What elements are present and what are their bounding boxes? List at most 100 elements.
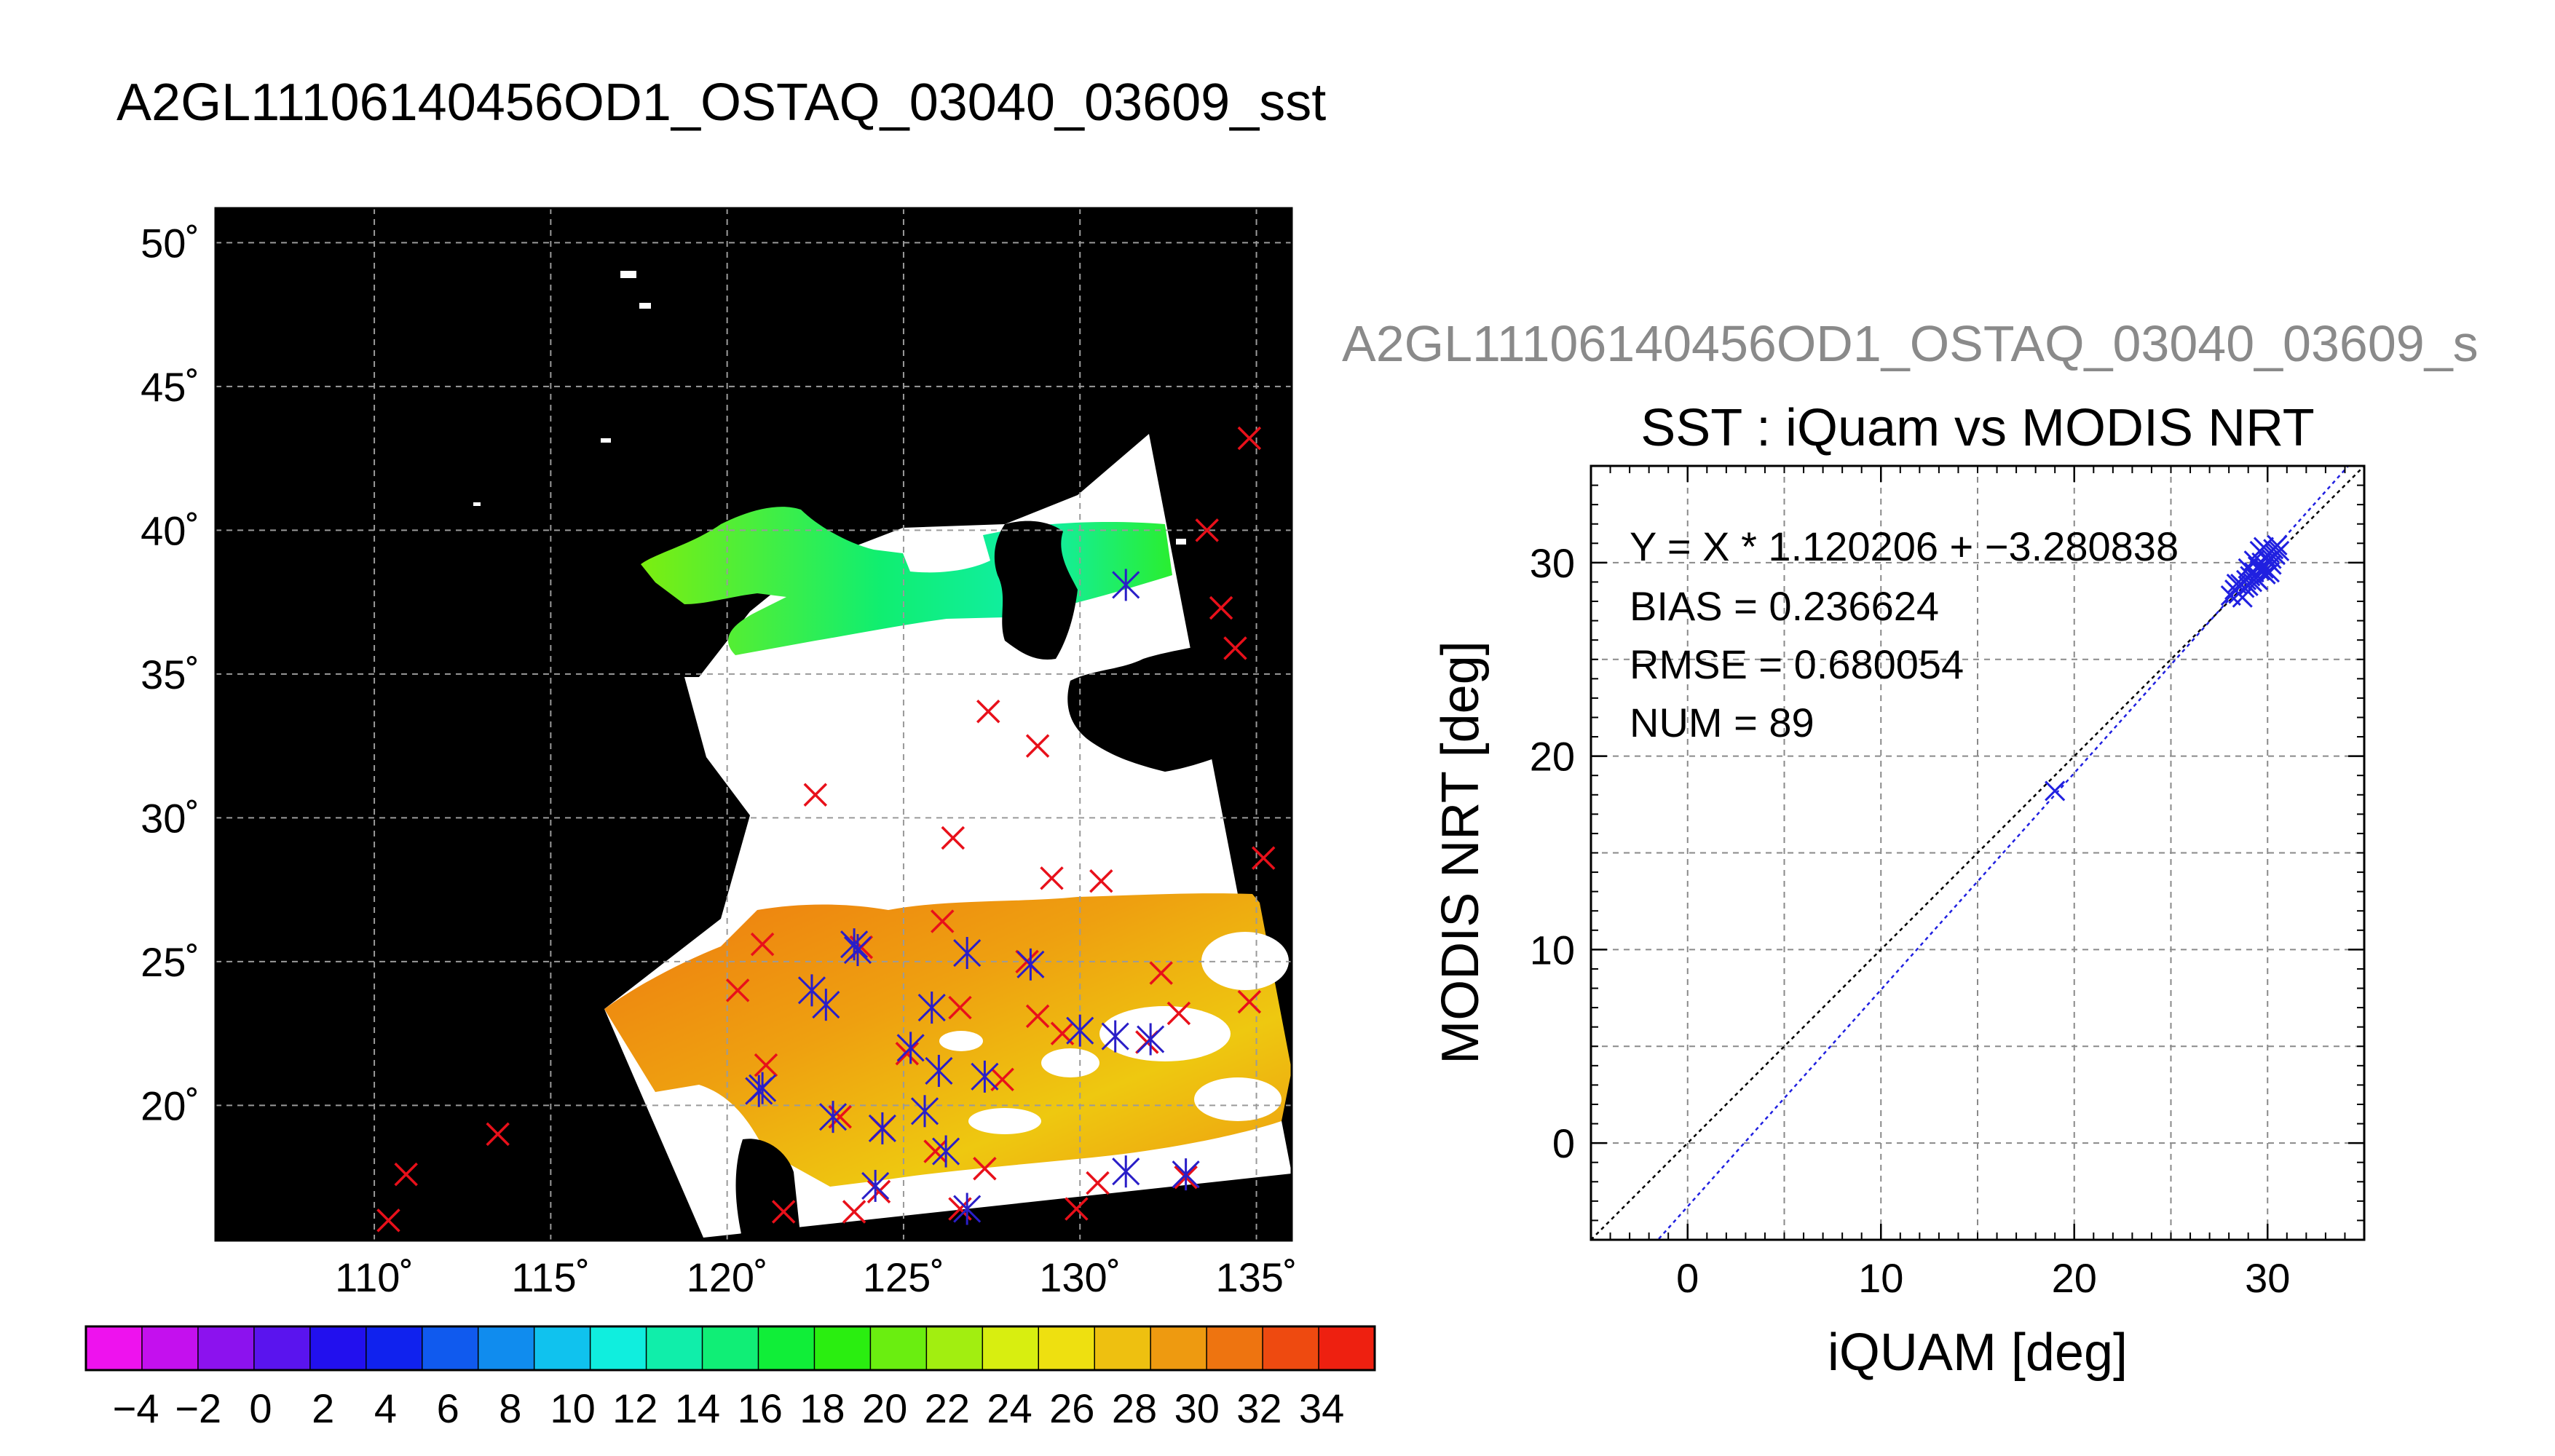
- matched-marker: [917, 992, 946, 1024]
- cloud-patches: [939, 932, 1289, 1134]
- matched-marker: [749, 1072, 777, 1104]
- iquam-marker: [923, 1139, 947, 1163]
- iquam-marker: [803, 783, 828, 807]
- colorbar-swatch: [758, 1326, 816, 1370]
- colorbar-tick-label: −4: [113, 1385, 159, 1431]
- colorbar-swatch: [478, 1326, 535, 1370]
- colorbar-tick-label: 10: [550, 1385, 595, 1431]
- x-tick-label: 20: [2052, 1255, 2097, 1301]
- y-tick-label: 30: [1530, 540, 1575, 586]
- colorbar-swatch: [534, 1326, 591, 1370]
- stats-annotations: Y = X * 1.120206 + −3.280838 BIAS = 0.23…: [1630, 523, 2179, 745]
- map-axis-ticks: 110˚ 115˚ 120˚ 125˚ 130˚ 135˚ 20˚ 25˚ 30˚ 35˚ 40˚ 4…: [141, 220, 1298, 1300]
- colorbar-tick-label: −2: [175, 1385, 221, 1431]
- matched-marker: [1112, 1155, 1140, 1188]
- small-islands: [473, 271, 1186, 545]
- scatter-point: [2226, 574, 2247, 595]
- iquam-marker: [750, 932, 775, 957]
- iquam-marker: [941, 826, 965, 850]
- plot-frame: [1590, 464, 2366, 1241]
- scatter-panel: A2GL11106140456OD1_OSTAQ_03040_03609_s S…: [1342, 315, 2479, 1382]
- y-tick-label: 20: [1530, 734, 1575, 780]
- colorbar-tick-labels: −4 −2 0 2 4 6 8 10 12 14 16 18 20 22 24 26 28 30 32 34: [113, 1385, 1345, 1431]
- scatter-chart-title: SST : iQuam vs MODIS NRT: [1640, 399, 2315, 457]
- iquam-marker: [1025, 1004, 1050, 1029]
- colorbar-tick-label: 18: [799, 1385, 845, 1431]
- matched-marker: [1016, 948, 1045, 981]
- colorbar-tick-label: 28: [1112, 1385, 1157, 1431]
- map-lat-tick-label: 25˚: [141, 939, 200, 985]
- scatter-point: [2045, 780, 2066, 802]
- x-axis-label: iQUAM [deg]: [1828, 1324, 2128, 1382]
- matched-marker: [971, 1060, 999, 1093]
- map-lat-tick-label: 45˚: [141, 364, 200, 410]
- land-korea: [994, 521, 1078, 660]
- matched-marker: [953, 1192, 982, 1225]
- iquam-marker: [725, 978, 750, 1002]
- map-lat-tick-label: 20˚: [141, 1083, 200, 1128]
- iquam-marker: [1237, 989, 1262, 1014]
- map-lon-tick-label: 125˚: [863, 1254, 944, 1300]
- map-lat-tick-label: 35˚: [141, 652, 200, 697]
- colorbar-swatch: [982, 1326, 1040, 1370]
- iquam-marker: [1040, 866, 1064, 890]
- colorbar-tick-label: 20: [862, 1385, 907, 1431]
- iquam-marker: [394, 1162, 418, 1187]
- iquam-marker: [376, 1208, 400, 1233]
- land-luzon: [735, 1139, 801, 1241]
- colorbar-swatch: [870, 1326, 928, 1370]
- iquam-marker: [1166, 1001, 1191, 1026]
- sst-map-panel: 110˚ 115˚ 120˚ 125˚ 130˚ 135˚ 20˚ 25˚ 30˚ 35˚ 40˚ 4…: [141, 207, 1298, 1300]
- matched-marker: [868, 1112, 896, 1144]
- map-lon-tick-label: 120˚: [687, 1254, 768, 1300]
- iquam-marker: [1149, 961, 1173, 985]
- matched-marker: [843, 934, 872, 967]
- colorbar: −4 −2 0 2 4 6 8 10 12 14 16 18 20 22 24 26 28 30 32 34: [84, 1325, 1376, 1431]
- iquam-marker: [1223, 636, 1247, 660]
- map-lon-tick-label: 115˚: [511, 1254, 590, 1300]
- colorbar-tick-label: 34: [1299, 1385, 1344, 1431]
- y-axis-label: MODIS NRT [deg]: [1431, 641, 1490, 1064]
- page-title: A2GL11106140456OD1_OSTAQ_03040_03609_sst: [117, 74, 1327, 132]
- x-tick-label: 30: [2245, 1255, 2290, 1301]
- colorbar-swatch: [1038, 1326, 1096, 1370]
- colorbar-swatch: [702, 1326, 759, 1370]
- colorbar-tick-label: 4: [374, 1385, 397, 1431]
- plot-axis-ticks: 0 10 20 30 0 10 20 30: [1530, 465, 2365, 1301]
- iquam-marker: [1209, 596, 1233, 620]
- colorbar-tick-label: 8: [499, 1385, 521, 1431]
- colorbar-tick-label: 32: [1236, 1385, 1282, 1431]
- colorbar-swatch: [86, 1326, 143, 1370]
- iquam-marker: [1237, 426, 1262, 451]
- map-content: [473, 271, 1292, 1241]
- colorbar-swatch: [366, 1326, 423, 1370]
- colorbar-swatch: [646, 1326, 703, 1370]
- land-japan: [1067, 626, 1292, 772]
- iquam-marker: [1025, 734, 1050, 758]
- matched-marker: [925, 1054, 953, 1087]
- scatter-point: [2253, 537, 2275, 558]
- iquam-marker: [948, 995, 972, 1020]
- map-lat-tick-label: 30˚: [141, 795, 200, 841]
- scatter-point: [2261, 554, 2282, 575]
- matched-marker: [896, 1032, 925, 1064]
- matched-marker: [932, 1135, 960, 1168]
- iquam-marker: [842, 1200, 866, 1224]
- map-lat-tick-label: 40˚: [141, 507, 200, 553]
- iquam-marker: [1065, 1197, 1089, 1221]
- colorbar-swatch: [253, 1326, 311, 1370]
- scatter-figure-title: A2GL11106140456OD1_OSTAQ_03040_03609_s: [1342, 315, 2479, 372]
- matched-marker: [1172, 1158, 1200, 1191]
- y-tick-label: 0: [1552, 1120, 1575, 1166]
- colorbar-tick-label: 30: [1174, 1385, 1220, 1431]
- x-tick-label: 10: [1858, 1255, 1903, 1301]
- iquam-marker: [1089, 869, 1113, 893]
- colorbar-tick-label: 14: [675, 1385, 720, 1431]
- matched-marker: [910, 1095, 939, 1128]
- colorbar-tick-label: 22: [925, 1385, 970, 1431]
- matched-marker: [812, 989, 840, 1021]
- iquam-marker: [1195, 518, 1219, 542]
- y-tick-label: 10: [1530, 927, 1575, 973]
- colorbar-tick-label: 0: [249, 1385, 272, 1431]
- matched-marker: [1101, 1020, 1129, 1053]
